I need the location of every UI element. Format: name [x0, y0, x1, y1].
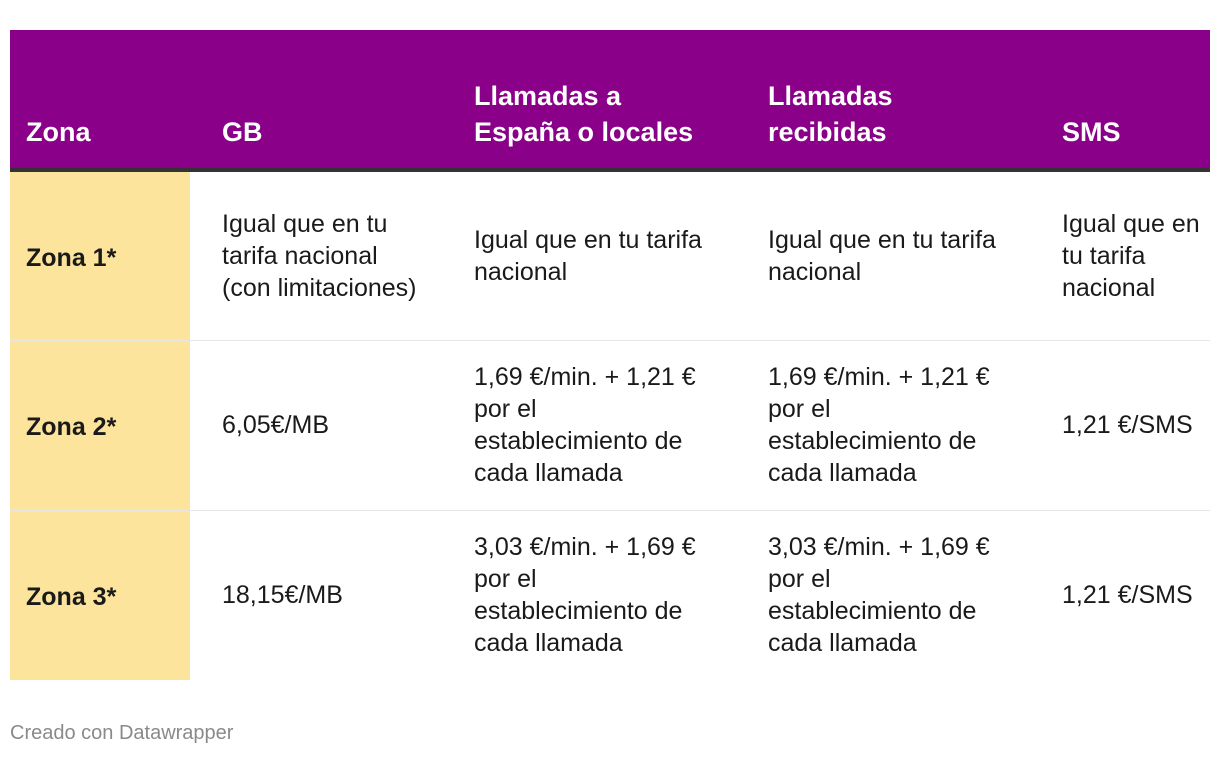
datawrapper-credit: Creado con Datawrapper: [10, 722, 234, 744]
cell-llamadas-espana: 1,69 €/min. + 1,21 € por el establecimie…: [474, 363, 696, 487]
cell-gb: Igual que en tu tarifa nacional (con lim…: [222, 209, 417, 302]
cell-llamadas-recibidas: 3,03 €/min. + 1,69 € por el establecimie…: [768, 533, 990, 658]
cell-llamadas-recibidas: 1,69 €/min. + 1,21 € por el establecimie…: [768, 363, 990, 487]
header-llamadas-recibidas[interactable]: Llamadas recibidas: [768, 81, 893, 147]
table-header: Zona GB Llamadas a España o locales Llam…: [10, 30, 1210, 170]
table-body: Zona 1* Igual que en tu tarifa nacional …: [10, 170, 1210, 680]
cell-llamadas-espana: 3,03 €/min. + 1,69 € por el establecimie…: [474, 533, 696, 658]
table-row: Zona 1* Igual que en tu tarifa nacional …: [10, 170, 1210, 340]
cell-sms: Igual que en tu tarifa nacional: [1062, 209, 1200, 302]
header-sms[interactable]: SMS: [1062, 117, 1121, 147]
cell-zona: Zona 3*: [10, 510, 190, 680]
table-row: Zona 3* 18,15€/MB 3,03 €/min. + 1,69 € p…: [10, 510, 1210, 680]
cell-gb: 18,15€/MB: [222, 581, 343, 610]
cell-sms: 1,21 €/SMS: [1062, 411, 1193, 439]
header-llamadas-espana[interactable]: Llamadas a España o locales: [474, 81, 694, 147]
header-row: Zona GB Llamadas a España o locales Llam…: [10, 30, 1210, 170]
cell-zona: Zona 1*: [10, 170, 190, 340]
cell-llamadas-espana: Igual que en tu tarifa nacional: [474, 225, 702, 286]
header-zona[interactable]: Zona: [26, 117, 91, 147]
header-gb[interactable]: GB: [222, 117, 263, 147]
roaming-rates-table: Zona GB Llamadas a España o locales Llam…: [10, 30, 1210, 680]
cell-sms: 1,21 €/SMS: [1062, 581, 1193, 610]
cell-llamadas-recibidas: Igual que en tu tarifa nacional: [768, 225, 996, 286]
roaming-rates-table-container: Zona GB Llamadas a España o locales Llam…: [10, 30, 1210, 680]
cell-gb: 6,05€/MB: [222, 411, 330, 439]
table-row: Zona 2* 6,05€/MB 1,69 €/min. + 1,21 € po…: [10, 340, 1210, 510]
cell-zona: Zona 2*: [10, 340, 190, 510]
